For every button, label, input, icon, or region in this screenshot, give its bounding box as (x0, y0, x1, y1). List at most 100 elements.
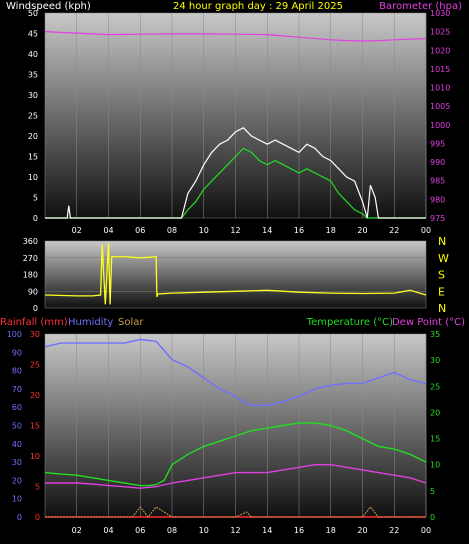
temperature-tick-label: 25 (430, 382, 440, 391)
dewpoint-line (45, 464, 427, 489)
humidity-line (44, 338, 427, 407)
temp-humidity-series (44, 338, 427, 518)
humidity-tick-label: 70 (12, 385, 22, 394)
rainfall-tick-label: 0 (35, 513, 40, 522)
windspeed-tick-label: 5 (33, 194, 38, 203)
hour-tick-label: 02 (72, 226, 82, 235)
wind-baro-series (44, 31, 427, 219)
hour-tick-label: 06 (135, 226, 145, 235)
hour-tick-label: 08 (167, 526, 177, 535)
windspeed-tick-label: 10 (28, 173, 38, 182)
humidity-tick-label: 50 (12, 422, 22, 431)
windspeed-tick-label: 35 (28, 71, 38, 80)
windspeed-tick-label: 30 (28, 91, 38, 100)
compass-tick-label: N (438, 302, 446, 315)
barometer-tick-label: 1030 (430, 9, 450, 18)
barometer-tick-label: 1025 (430, 28, 450, 37)
rainfall-ticks: 0 5 10 15 20 25 30 (30, 330, 40, 522)
rainfall-tick-label: 15 (30, 422, 40, 431)
humidity-tick-label: 100 (7, 330, 22, 339)
compass-tick-label: W (438, 252, 449, 265)
direction-series (44, 242, 427, 305)
hour-tick-label: 12 (230, 226, 240, 235)
windspeed-tick-label: 25 (28, 112, 38, 121)
barometer-tick-label: 985 (430, 177, 445, 186)
temperature-tick-label: 15 (430, 435, 440, 444)
humidity-tick-label: 60 (12, 403, 22, 412)
gust-line (45, 127, 426, 219)
dewpoint-axis-label: Dew Point (°C) (392, 317, 465, 328)
hour-tick-label: 06 (135, 526, 145, 535)
barometer-tick-label: 975 (430, 214, 445, 223)
temperature-tick-label: 35 (430, 330, 440, 339)
compass-tick-label: N (438, 235, 446, 248)
barometer-tick-label: 995 (430, 139, 445, 148)
hour-tick-label: 18 (326, 226, 336, 235)
humidity-tick-label: 10 (12, 495, 22, 504)
compass-tick-label: S (438, 269, 445, 282)
chart-title: 24 hour graph day : 29 April 2025 (173, 1, 343, 12)
hour-tick-label: 00 (421, 526, 431, 535)
rainfall-tick-label: 5 (35, 483, 40, 492)
humidity-ticks: 0 10 20 30 40 50 60 70 80 90 100 (7, 330, 22, 522)
windspeed-tick-label: 50 (28, 9, 38, 18)
humidity-tick-label: 0 (17, 513, 22, 522)
temperature-tick-label: 20 (430, 408, 440, 417)
hour-ticks-bottom: 02 04 06 08 10 12 14 16 18 20 22 00 (72, 526, 431, 535)
rainfall-tick-label: 20 (30, 391, 40, 400)
hour-tick-label: 02 (72, 526, 82, 535)
humidity-tick-label: 20 (12, 476, 22, 485)
hour-tick-label: 08 (167, 226, 177, 235)
barometer-tick-label: 990 (430, 158, 445, 167)
humidity-tick-label: 80 (12, 367, 22, 376)
windspeed-axis-label: Windspeed (kph) (6, 1, 91, 12)
windspeed-tick-label: 45 (28, 30, 38, 39)
temperature-tick-label: 0 (430, 513, 435, 522)
hour-tick-label: 00 (421, 226, 431, 235)
temperature-tick-label: 30 (430, 356, 440, 365)
temperature-tick-label: 10 (430, 461, 440, 470)
direction-degree-ticks: 0 90 180 270 360 (23, 237, 38, 313)
hour-tick-label: 10 (199, 526, 209, 535)
rainfall-tick-label: 25 (30, 361, 40, 370)
wind-baro-grid (76, 13, 427, 218)
hour-tick-label: 22 (389, 226, 399, 235)
temperature-ticks: 0 5 10 15 20 25 30 35 (430, 330, 440, 522)
temperature-axis-label: Temperature (°C) (306, 317, 393, 328)
barometer-tick-label: 1015 (430, 65, 450, 74)
compass-tick-label: E (438, 285, 445, 298)
direction-tick-label: 90 (28, 287, 38, 296)
hour-ticks: 02 04 06 08 10 12 14 16 18 20 22 00 (72, 226, 431, 235)
barometer-tick-label: 980 (430, 195, 445, 204)
windspeed-tick-label: 40 (28, 50, 38, 59)
solar-axis-label: Solar (118, 317, 144, 328)
barometer-tick-label: 1005 (430, 102, 450, 111)
direction-line (44, 242, 427, 305)
windspeed-tick-label: 15 (28, 153, 38, 162)
hour-tick-label: 12 (230, 526, 240, 535)
barometer-ticks: 975 980 985 990 995 1000 1005 1010 1015 1020 1025 1… (430, 9, 450, 223)
direction-tick-label: 180 (23, 271, 38, 280)
hour-tick-label: 16 (294, 226, 304, 235)
barometer-tick-label: 1000 (430, 121, 450, 130)
windspeed-tick-label: 0 (33, 214, 38, 223)
hour-tick-label: 10 (199, 226, 209, 235)
temperature-line (44, 422, 427, 487)
windspeed-ticks: 0 5 10 15 20 25 30 35 40 45 50 (28, 9, 38, 223)
windspeed-tick-label: 20 (28, 132, 38, 141)
humidity-tick-label: 90 (12, 348, 22, 357)
hour-tick-label: 04 (103, 526, 113, 535)
hour-tick-label: 16 (294, 526, 304, 535)
humidity-tick-label: 30 (12, 458, 22, 467)
rainfall-axis-label: Rainfall (mm) (0, 317, 68, 328)
rainfall-tick-label: 30 (30, 330, 40, 339)
hour-tick-label: 18 (326, 526, 336, 535)
hour-tick-label: 22 (389, 526, 399, 535)
temperature-tick-label: 5 (430, 487, 435, 496)
barometer-line (44, 31, 427, 42)
direction-tick-label: 270 (23, 254, 38, 263)
barometer-tick-label: 1020 (430, 46, 450, 55)
hour-tick-label: 14 (262, 226, 272, 235)
